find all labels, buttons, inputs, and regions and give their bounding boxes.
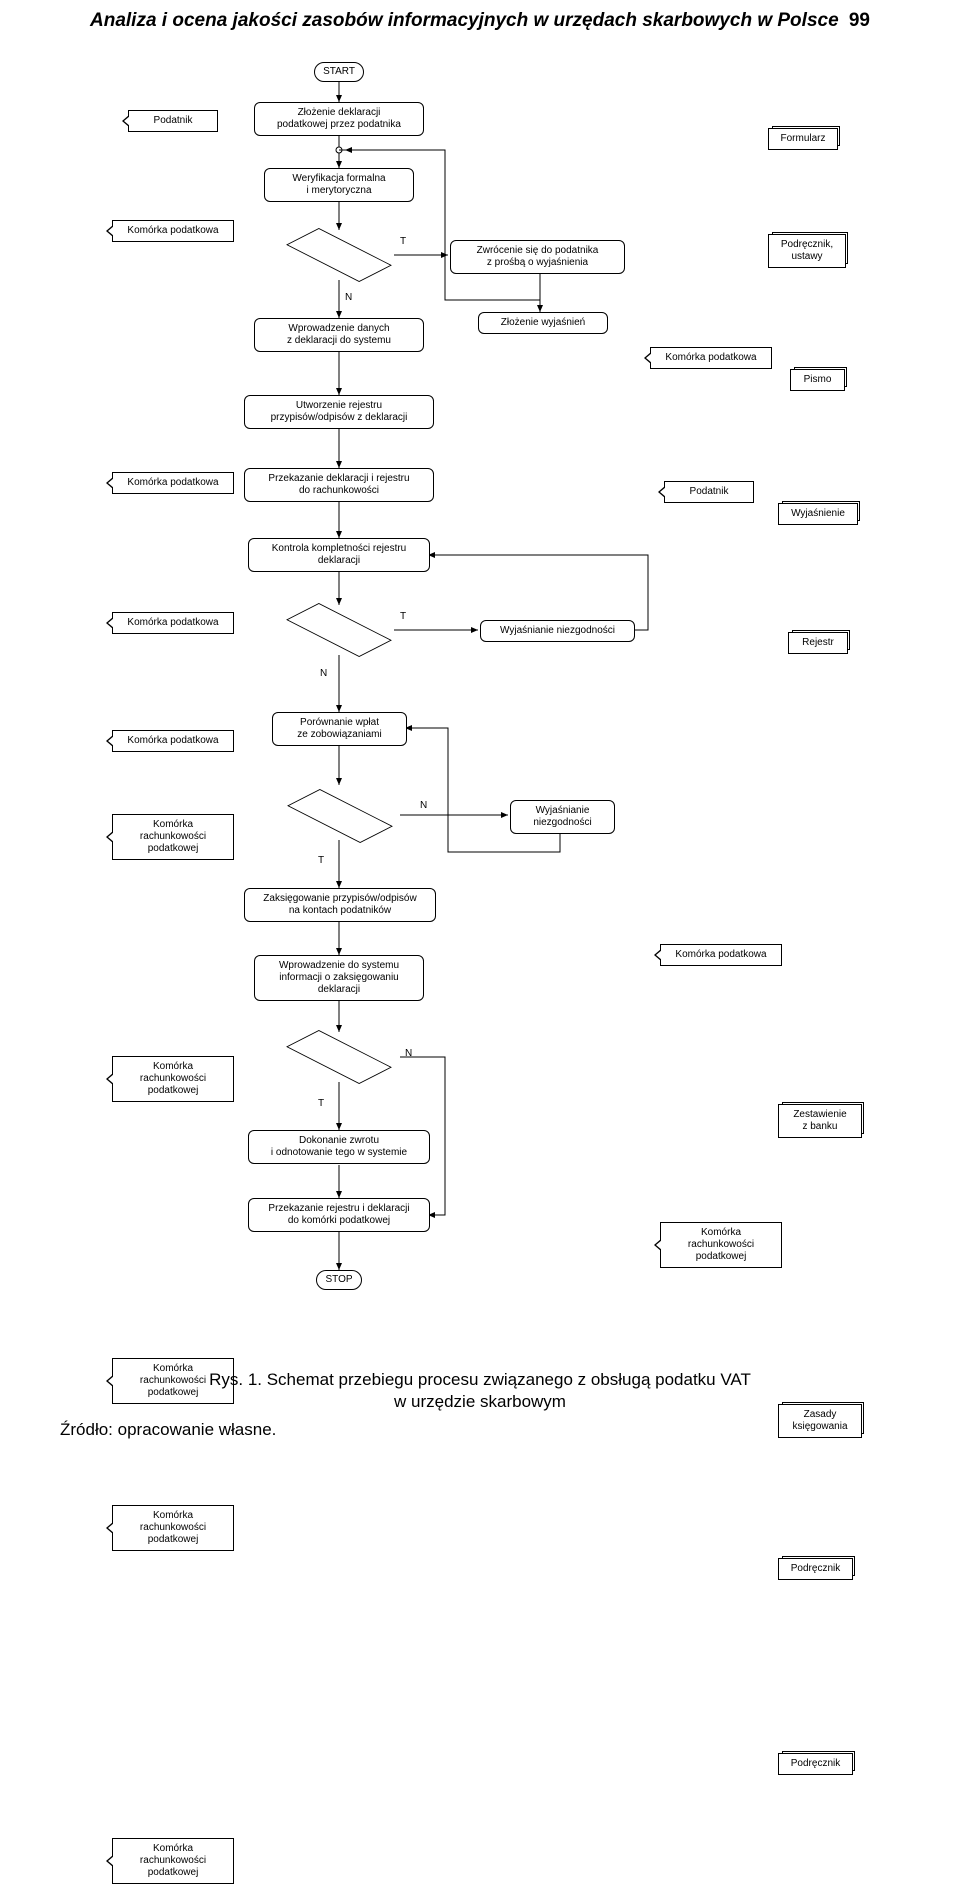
process-zwrocenie: Zwrócenie się do podatnikaz prośbą o wyj… — [450, 240, 625, 274]
branch-n-2: N — [320, 668, 327, 679]
decision-rejestr-odpisy — [284, 1032, 394, 1082]
process-przekazanie-rejestru: Przekazanie rejestru i deklaracjido komó… — [248, 1198, 430, 1232]
branch-t-4: T — [318, 1098, 324, 1109]
actor-komorka-rach-4: Komórkarachunkowościpodatkowej — [112, 1505, 234, 1551]
document-podrecznik-1: Podręcznik — [778, 1558, 853, 1580]
actor-komorka-d2: Komórka podatkowa — [660, 944, 782, 966]
branch-t-1: T — [400, 236, 406, 247]
decision-label-1 — [284, 230, 394, 280]
process-wprowadzenie-danych: Wprowadzenie danychz deklaracji do syste… — [254, 318, 424, 352]
decision-zobowiazania — [280, 788, 400, 844]
document-zestawienie: Zestawieniez banku — [778, 1104, 862, 1138]
figure-source: Źródło: opracowanie własne. — [60, 1420, 276, 1440]
start-terminator: START — [314, 62, 364, 82]
document-wyjasnienie: Wyjaśnienie — [778, 503, 858, 525]
branch-t-3: T — [318, 855, 324, 866]
process-zlozenie-deklaracji: Złożenie deklaracjipodatkowej przez poda… — [254, 102, 424, 136]
document-podrecznik-2: Podręcznik — [778, 1753, 853, 1775]
actor-komorka-1: Komórka podatkowa — [112, 220, 234, 242]
branch-n-3: N — [420, 800, 427, 811]
branch-n-1: N — [345, 292, 352, 303]
process-zaksiegowanie: Zaksięgowanie przypisów/odpisówna kontac… — [244, 888, 436, 922]
process-utworzenie-rejestru: Utworzenie rejestruprzypisów/odpisów z d… — [244, 395, 434, 429]
document-pismo: Pismo — [790, 369, 845, 391]
page-number: 99 — [849, 10, 870, 32]
branch-t-2: T — [400, 611, 406, 622]
actor-podatnik-2: Podatnik — [664, 481, 754, 503]
document-podrecznik-ustawy: Podręcznik,ustawy — [768, 234, 846, 268]
figure-caption-line2: w urzędzie skarbowym — [180, 1392, 780, 1412]
process-wprowadzenie-info: Wprowadzenie do systemuinformacji o zaks… — [254, 955, 424, 1001]
actor-komorka-d1: Komórka podatkowa — [650, 347, 772, 369]
actor-komorka-rach-5: Komórkarachunkowościpodatkowej — [112, 1838, 234, 1884]
decision-label-2 — [284, 605, 394, 655]
document-zasady: Zasadyksięgowania — [778, 1404, 862, 1438]
figure-caption-line1: Rys. 1. Schemat przebiegu procesu związa… — [180, 1370, 780, 1390]
process-wyjasnianie-1: Wyjaśnianie niezgodności — [480, 620, 635, 642]
process-kontrola-kompletnosci: Kontrola kompletności rejestrudeklaracji — [248, 538, 430, 572]
branch-n-4: N — [405, 1048, 412, 1059]
document-rejestr: Rejestr — [788, 632, 848, 654]
stop-terminator: STOP — [316, 1270, 362, 1290]
decision-czy-bledy-2 — [284, 605, 394, 655]
page: Analiza i ocena jakości zasobów informac… — [0, 0, 960, 1477]
process-zlozenie-wyjasnien: Złożenie wyjaśnień — [478, 312, 608, 334]
page-title: Analiza i ocena jakości zasobów informac… — [90, 10, 839, 32]
actor-komorka-rach-2: Komórkarachunkowościpodatkowej — [112, 1056, 234, 1102]
decision-label-3 — [280, 788, 400, 844]
actor-podatnik-1: Podatnik — [128, 110, 218, 132]
actor-komorka-rach-d3: Komórkarachunkowościpodatkowej — [660, 1222, 782, 1268]
process-wyjasnianie-2: Wyjaśnianieniezgodności — [510, 800, 615, 834]
document-formularz: Formularz — [768, 128, 838, 150]
actor-komorka-2: Komórka podatkowa — [112, 472, 234, 494]
decision-label-4 — [284, 1032, 394, 1082]
actor-komorka-3: Komórka podatkowa — [112, 612, 234, 634]
actor-komorka-4: Komórka podatkowa — [112, 730, 234, 752]
actor-komorka-rach-1: Komórkarachunkowościpodatkowej — [112, 814, 234, 860]
decision-czy-bledy-1 — [284, 230, 394, 280]
process-weryfikacja: Weryfikacja formalnai merytoryczna — [264, 168, 414, 202]
process-przekazanie-deklaracji: Przekazanie deklaracji i rejestrudo rach… — [244, 468, 434, 502]
process-dokonanie-zwrotu: Dokonanie zwrotui odnotowanie tego w sys… — [248, 1130, 430, 1164]
process-porownanie-wplat: Porównanie wpłatze zobowiązaniami — [272, 712, 407, 746]
